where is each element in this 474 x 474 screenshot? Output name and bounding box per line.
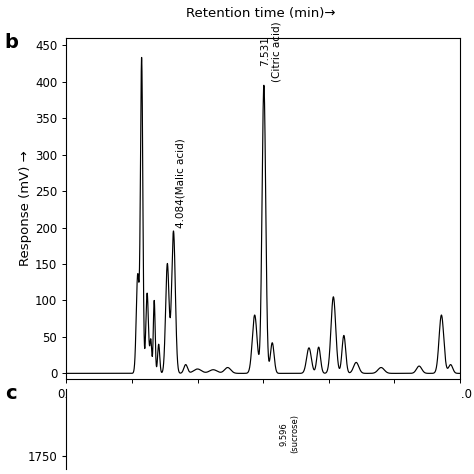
Y-axis label: Response (mV) →: Response (mV) →	[19, 151, 32, 266]
Text: 4.084(Malic acid): 4.084(Malic acid)	[175, 138, 185, 228]
Text: c: c	[5, 384, 17, 403]
Text: 7.531
(Citric acid): 7.531 (Citric acid)	[260, 21, 281, 82]
Text: b: b	[5, 33, 18, 52]
X-axis label: Retention time (min) →: Retention time (min) →	[186, 405, 340, 419]
Text: Retention time (min)→: Retention time (min)→	[186, 7, 336, 20]
Text: 9.596
(sucrose): 9.596 (sucrose)	[280, 414, 299, 453]
